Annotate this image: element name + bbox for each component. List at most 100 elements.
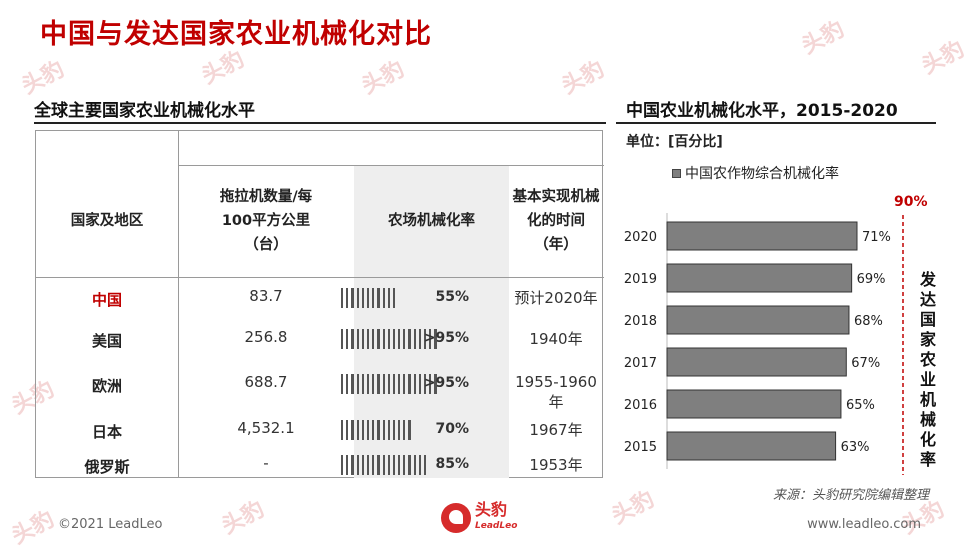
table-cell-year: 1953年	[529, 456, 583, 474]
tick-mark	[403, 329, 406, 349]
table-cell-tractors: -	[263, 454, 269, 472]
chart-legend: 中国农作物综合机械化率	[672, 163, 839, 183]
mechanization-tick-bar	[341, 288, 396, 308]
tick-mark	[408, 374, 411, 394]
tick-mark	[387, 288, 390, 308]
tick-mark	[356, 374, 359, 394]
mechanization-tick-bar	[341, 374, 437, 394]
tick-mark	[377, 420, 380, 440]
tick-mark	[361, 329, 364, 349]
category-label: 2015	[624, 440, 657, 455]
logo-en-text: LeadLeo	[475, 521, 518, 531]
watermark: 头豹	[357, 56, 409, 100]
tick-mark	[424, 455, 427, 475]
tick-mark	[377, 455, 380, 475]
category-label: 2019	[624, 272, 657, 287]
tick-mark	[361, 374, 364, 394]
tick-mark	[341, 455, 344, 475]
table-cell-year: 预计2020年	[514, 289, 598, 307]
bar	[666, 389, 842, 419]
tick-mark	[398, 420, 401, 440]
table-cell-tractors: 4,532.1	[237, 419, 295, 437]
tick-mark	[408, 420, 411, 440]
value-label: 71%	[862, 230, 891, 245]
tick-mark	[382, 288, 385, 308]
tick-mark	[377, 374, 380, 394]
tick-mark	[346, 374, 349, 394]
tick-mark	[372, 374, 375, 394]
bar	[666, 263, 853, 293]
target-line-label: 发达国家农业机械化率	[919, 270, 936, 469]
tick-mark	[366, 329, 370, 349]
chart-section-title: 中国农业机械化水平，2015-2020	[626, 101, 898, 121]
table-cell-tractors: 83.7	[249, 287, 283, 305]
tick-mark	[377, 329, 380, 349]
tick-mark	[418, 329, 421, 349]
value-label: 67%	[851, 356, 880, 371]
tick-mark	[398, 329, 401, 349]
mechanization-tick-bar	[341, 455, 427, 475]
watermark: 头豹	[797, 16, 849, 60]
unit-label: 单位：[百分比]	[626, 134, 723, 150]
tick-mark	[361, 420, 364, 440]
tick-mark	[434, 374, 437, 394]
table-cell-rate: >95%	[423, 330, 469, 346]
table-cell-country: 俄罗斯	[84, 458, 130, 476]
tick-mark	[392, 329, 396, 349]
table-cell-rate: 70%	[435, 421, 469, 437]
watermark: 头豹	[557, 56, 609, 100]
tick-mark	[377, 288, 380, 308]
header-country: 国家及地区	[70, 213, 144, 229]
bar	[666, 221, 858, 251]
table-cell-rate: 85%	[435, 456, 469, 472]
tick-mark	[356, 455, 359, 475]
tick-mark	[366, 420, 370, 440]
table-cell-year: 1955-1960年	[515, 373, 597, 411]
tick-mark	[392, 420, 396, 440]
watermark: 头豹	[7, 506, 59, 548]
tick-mark	[408, 455, 411, 475]
tick-mark	[356, 329, 359, 349]
tick-mark	[387, 374, 390, 394]
left-title-rule	[34, 122, 606, 124]
watermark: 头豹	[607, 486, 659, 530]
table-cell-year: 1940年	[529, 330, 583, 348]
bar	[666, 347, 847, 377]
mechanization-column-shade	[354, 165, 509, 478]
watermark: 头豹	[217, 496, 269, 540]
table-cell-tractors: 688.7	[244, 373, 288, 391]
tick-mark	[392, 288, 396, 308]
header-top-divider	[178, 165, 604, 166]
tick-mark	[346, 288, 349, 308]
page-title: 中国与发达国家农业机械化对比	[40, 19, 432, 50]
tick-mark	[408, 329, 411, 349]
legend-swatch	[672, 168, 681, 178]
watermark: 头豹	[917, 36, 969, 80]
category-label: 2018	[624, 314, 657, 329]
target-value-label: 90%	[894, 194, 928, 210]
tick-mark	[387, 455, 390, 475]
tick-mark	[392, 455, 396, 475]
tick-mark	[382, 374, 385, 394]
tick-mark	[372, 420, 375, 440]
category-label: 2016	[624, 398, 657, 413]
tick-mark	[372, 455, 375, 475]
website-link[interactable]: www.leadleo.com	[807, 517, 921, 532]
tick-mark	[346, 455, 349, 475]
header-mechanization: 农场机械化率	[388, 213, 475, 229]
tick-mark	[366, 455, 370, 475]
tick-mark	[351, 288, 354, 308]
category-label: 2020	[624, 230, 657, 245]
value-label: 63%	[841, 440, 870, 455]
mechanization-table: 国家及地区 拖拉机数量/每 100平方公里 （台） 农场机械化率 基本实现机械 …	[35, 130, 604, 478]
tick-mark	[341, 288, 344, 308]
header-year: 基本实现机械 化的时间 （年）	[512, 189, 600, 253]
tick-mark	[403, 420, 406, 440]
tick-mark	[398, 455, 401, 475]
tick-mark	[434, 329, 437, 349]
value-label: 65%	[846, 398, 875, 413]
copyright: ©2021 LeadLeo	[58, 517, 163, 532]
tick-mark	[366, 288, 370, 308]
tick-mark	[356, 420, 359, 440]
tick-mark	[361, 288, 364, 308]
